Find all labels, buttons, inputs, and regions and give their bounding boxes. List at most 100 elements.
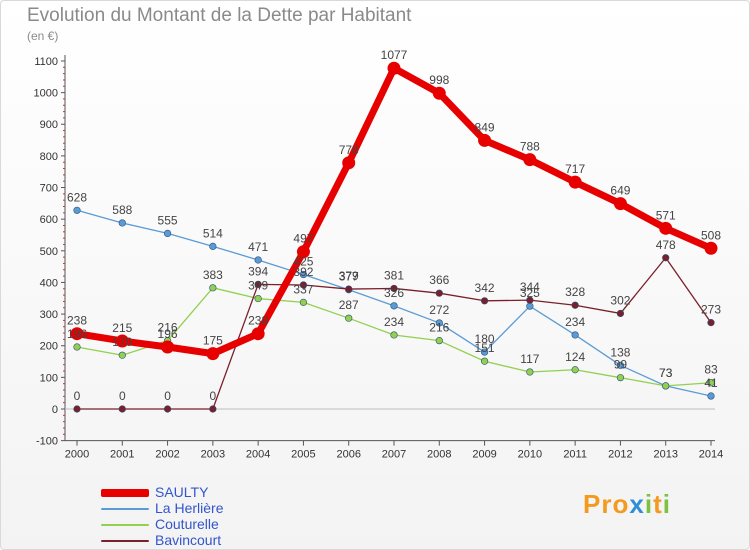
data-point xyxy=(478,133,492,147)
data-point xyxy=(571,301,579,309)
y-tick-label: 400 xyxy=(40,277,58,289)
data-point xyxy=(70,327,84,341)
data-point xyxy=(163,405,172,413)
logo-letter: t xyxy=(653,489,663,519)
data-label: 73 xyxy=(659,366,673,380)
y-tick-label: 900 xyxy=(40,119,58,131)
data-point xyxy=(613,197,627,211)
data-point xyxy=(480,297,489,305)
data-point xyxy=(526,368,534,376)
data-label: 0 xyxy=(119,389,126,403)
data-point xyxy=(118,351,126,359)
legend-label: La Herlière xyxy=(155,500,224,516)
legend-swatch xyxy=(101,508,149,510)
data-point xyxy=(73,343,81,351)
data-label: 196 xyxy=(67,327,87,341)
legend-label: Couturelle xyxy=(155,516,219,532)
x-tick-label: 2014 xyxy=(699,449,723,461)
data-label: 238 xyxy=(248,314,268,328)
data-label: 326 xyxy=(384,286,404,300)
data-point xyxy=(251,327,265,341)
data-point xyxy=(345,314,353,322)
data-point xyxy=(662,254,670,262)
data-point xyxy=(254,294,262,303)
legend-swatch xyxy=(101,489,149,497)
data-label: 273 xyxy=(701,303,721,317)
x-tick-label: 2012 xyxy=(608,449,632,461)
data-point xyxy=(299,270,308,279)
data-point xyxy=(707,392,715,400)
data-label: 73 xyxy=(659,366,673,380)
data-point xyxy=(480,348,489,356)
data-label: 514 xyxy=(203,226,223,240)
data-label: 425 xyxy=(293,255,313,269)
data-point xyxy=(345,285,353,293)
data-point xyxy=(707,319,715,327)
data-label: 381 xyxy=(384,268,404,282)
data-label: 379 xyxy=(339,269,359,283)
data-label: 717 xyxy=(565,162,585,176)
data-point xyxy=(526,302,534,310)
data-label: 41 xyxy=(704,376,718,390)
proxiti-logo: Proxiti xyxy=(583,489,671,520)
data-point xyxy=(616,374,625,382)
data-point xyxy=(435,289,443,297)
x-tick-label: 2000 xyxy=(65,449,89,461)
data-point xyxy=(480,357,489,365)
legend-swatch xyxy=(101,524,149,526)
data-label: 83 xyxy=(704,363,718,377)
data-label: 180 xyxy=(475,332,495,346)
y-tick-label: 600 xyxy=(40,214,58,226)
legend-label: Bavincourt xyxy=(155,532,222,548)
data-label: 234 xyxy=(565,315,585,329)
data-label: 170 xyxy=(112,335,132,349)
y-tick-label: 500 xyxy=(40,246,58,258)
y-tick-label: 0 xyxy=(52,404,58,416)
y-tick-label: 700 xyxy=(40,183,58,195)
data-label: 497 xyxy=(293,232,313,246)
data-point xyxy=(161,340,175,354)
data-label: 649 xyxy=(610,184,630,198)
y-tick-label: 100 xyxy=(40,372,58,384)
logo-letter: i xyxy=(662,489,671,519)
data-label: 216 xyxy=(158,321,178,335)
series-line xyxy=(73,64,715,358)
legend-label: SAULTY xyxy=(155,484,209,500)
data-point xyxy=(568,175,582,189)
logo-letter: o xyxy=(612,489,630,519)
data-label: 478 xyxy=(656,238,676,252)
logo-letter: x xyxy=(629,489,645,519)
y-tick-label: 300 xyxy=(40,309,58,321)
x-tick-label: 2001 xyxy=(110,449,134,461)
data-point xyxy=(390,302,398,310)
x-tick-label: 2005 xyxy=(291,449,315,461)
data-point xyxy=(435,319,443,327)
data-label: 234 xyxy=(384,315,404,329)
x-tick-label: 2002 xyxy=(155,449,179,461)
y-tick-label: 1000 xyxy=(34,88,58,100)
data-label: 998 xyxy=(429,73,449,87)
data-label: 287 xyxy=(339,298,359,312)
data-point xyxy=(571,331,579,339)
data-point xyxy=(390,331,398,339)
data-label: 377 xyxy=(339,270,359,284)
data-label: 175 xyxy=(203,334,223,348)
data-point xyxy=(115,334,129,348)
data-label: 151 xyxy=(475,341,495,355)
y-tick-label: 800 xyxy=(40,151,58,163)
data-point xyxy=(435,337,443,345)
data-label: 325 xyxy=(520,286,540,300)
data-label: 215 xyxy=(112,321,132,335)
data-label: 272 xyxy=(429,303,449,317)
data-point xyxy=(299,281,308,289)
logo-letter: r xyxy=(601,489,613,519)
data-label: 196 xyxy=(158,327,178,341)
x-tick-label: 2008 xyxy=(427,449,451,461)
data-label: 138 xyxy=(610,345,630,359)
legend-swatch xyxy=(101,540,149,542)
data-label: 238 xyxy=(67,314,87,328)
data-point xyxy=(390,284,398,293)
data-point xyxy=(73,405,81,413)
data-label: 337 xyxy=(293,282,313,296)
